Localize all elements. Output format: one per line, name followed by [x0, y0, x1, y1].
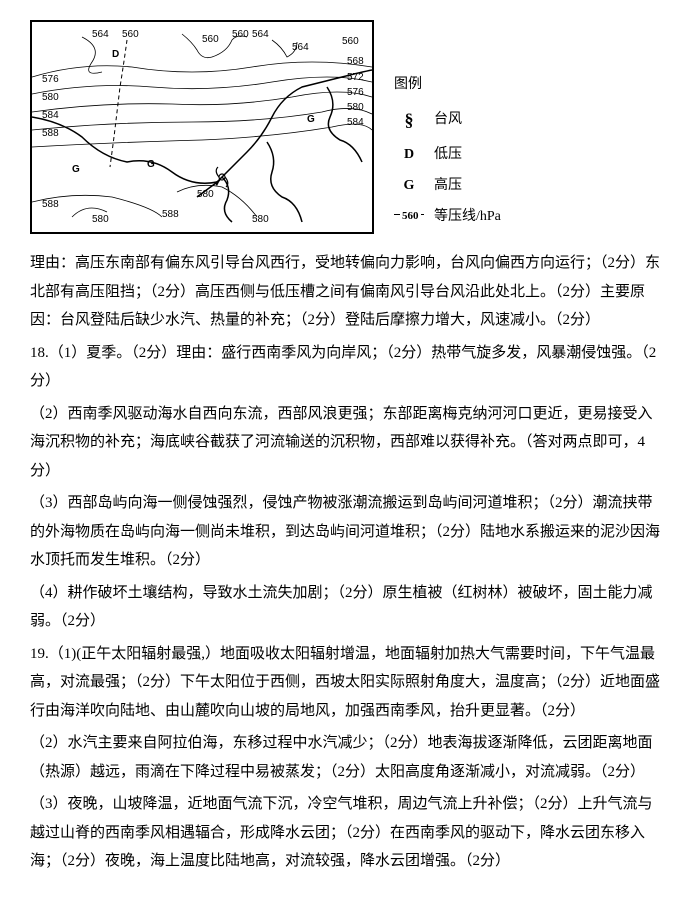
- isobar: [32, 92, 372, 112]
- answer-paragraph: 理由：高压东南部有偏东风引导台风西行，受地转偏向力影响，台风向偏西方向运行；（2…: [30, 249, 663, 335]
- answer-paragraph: 18.（1）夏季。（2分）理由：盛行西南季风为向岸风；（2分）热带气旋多发，风暴…: [30, 339, 663, 396]
- answer-paragraph: （3）夜晚，山坡降温，近地面气流下沉，冷空气堆积，周边气流上升补偿；（2分）上升…: [30, 790, 663, 876]
- isobar: [32, 62, 372, 77]
- isobar: [82, 37, 102, 73]
- legend-label: 高压: [434, 171, 462, 202]
- isobar: [32, 108, 372, 130]
- isobar: [32, 77, 372, 94]
- figure-area: 5645605605605645645605685725765805845765…: [30, 20, 663, 234]
- map-label: G: [147, 159, 155, 170]
- isobar: [177, 185, 257, 217]
- map-label: 588: [42, 199, 59, 210]
- legend-label: 低压: [434, 140, 462, 171]
- isobar: [32, 124, 372, 147]
- map-label: 568: [347, 56, 364, 67]
- map-label: 560: [122, 29, 139, 40]
- legend-label: 等压线/hPa: [434, 202, 501, 233]
- map-label: G: [72, 164, 80, 175]
- answer-paragraph: （4）耕作破坏土壤结构，导致水土流失加剧；（2分）原生植被（红树林）被破坏，固土…: [30, 579, 663, 636]
- map-label: 572: [347, 72, 364, 83]
- legend-row: D 低压: [394, 140, 501, 171]
- text-body: 理由：高压东南部有偏东风引导台风西行，受地转偏向力影响，台风向偏西方向运行；（2…: [30, 249, 663, 876]
- map-label: 588: [162, 209, 179, 220]
- coastline: [222, 177, 232, 222]
- map-label: 580: [252, 214, 269, 225]
- legend-row: § 台风: [394, 101, 501, 141]
- legend-symbol: G: [394, 171, 424, 202]
- map-label: 564: [92, 29, 109, 40]
- legend-symbol: D: [394, 140, 424, 171]
- map-label: 584: [347, 117, 364, 128]
- map-label: G: [307, 114, 315, 125]
- map-label: 560: [232, 29, 249, 40]
- map-label: 580: [92, 214, 109, 225]
- answer-paragraph: （3）西部岛屿向海一侧侵蚀强烈，侵蚀产物被涨潮流搬运到岛屿间河道堆积；（2分）潮…: [30, 489, 663, 575]
- legend-title: 图例: [394, 70, 501, 101]
- answer-paragraph: 19.（1)(正午太阳辐射最强,）地面吸收太阳辐射增温，地面辐射加热大气需要时间…: [30, 640, 663, 726]
- answer-paragraph: （2）西南季风驱动海水自西向东流，西部风浪更强；东部距离梅克纳河河口更近，更易接…: [30, 400, 663, 486]
- map-svg: 5645605605605645645605685725765805845765…: [32, 22, 372, 232]
- answer-paragraph: （2）水汽主要来自阿拉伯海，东移过程中水汽减少；（2分）地表海拔逐渐降低，云团距…: [30, 729, 663, 786]
- legend-symbol: §: [394, 101, 424, 141]
- map-label: 580: [42, 92, 59, 103]
- legend-symbol: 560: [394, 202, 424, 233]
- map-label: 576: [347, 87, 364, 98]
- map-label: 580: [197, 189, 214, 200]
- weather-map: 5645605605605645645605685725765805845765…: [30, 20, 374, 234]
- map-label: 564: [292, 42, 309, 53]
- map-label: 560: [202, 34, 219, 45]
- map-label: 576: [42, 74, 59, 85]
- map-label: D: [112, 49, 119, 60]
- map-label: 588: [42, 128, 59, 139]
- legend-row: 560 等压线/hPa: [394, 202, 501, 233]
- map-label: 560: [342, 36, 359, 47]
- map-label: 584: [42, 110, 59, 121]
- legend: 图例 § 台风 D 低压 G 高压 560 等压线/hPa: [394, 20, 501, 234]
- coastline: [267, 142, 302, 222]
- legend-label: 台风: [434, 105, 462, 136]
- map-label: 564: [252, 29, 269, 40]
- map-label: 580: [347, 102, 364, 113]
- legend-row: G 高压: [394, 171, 501, 202]
